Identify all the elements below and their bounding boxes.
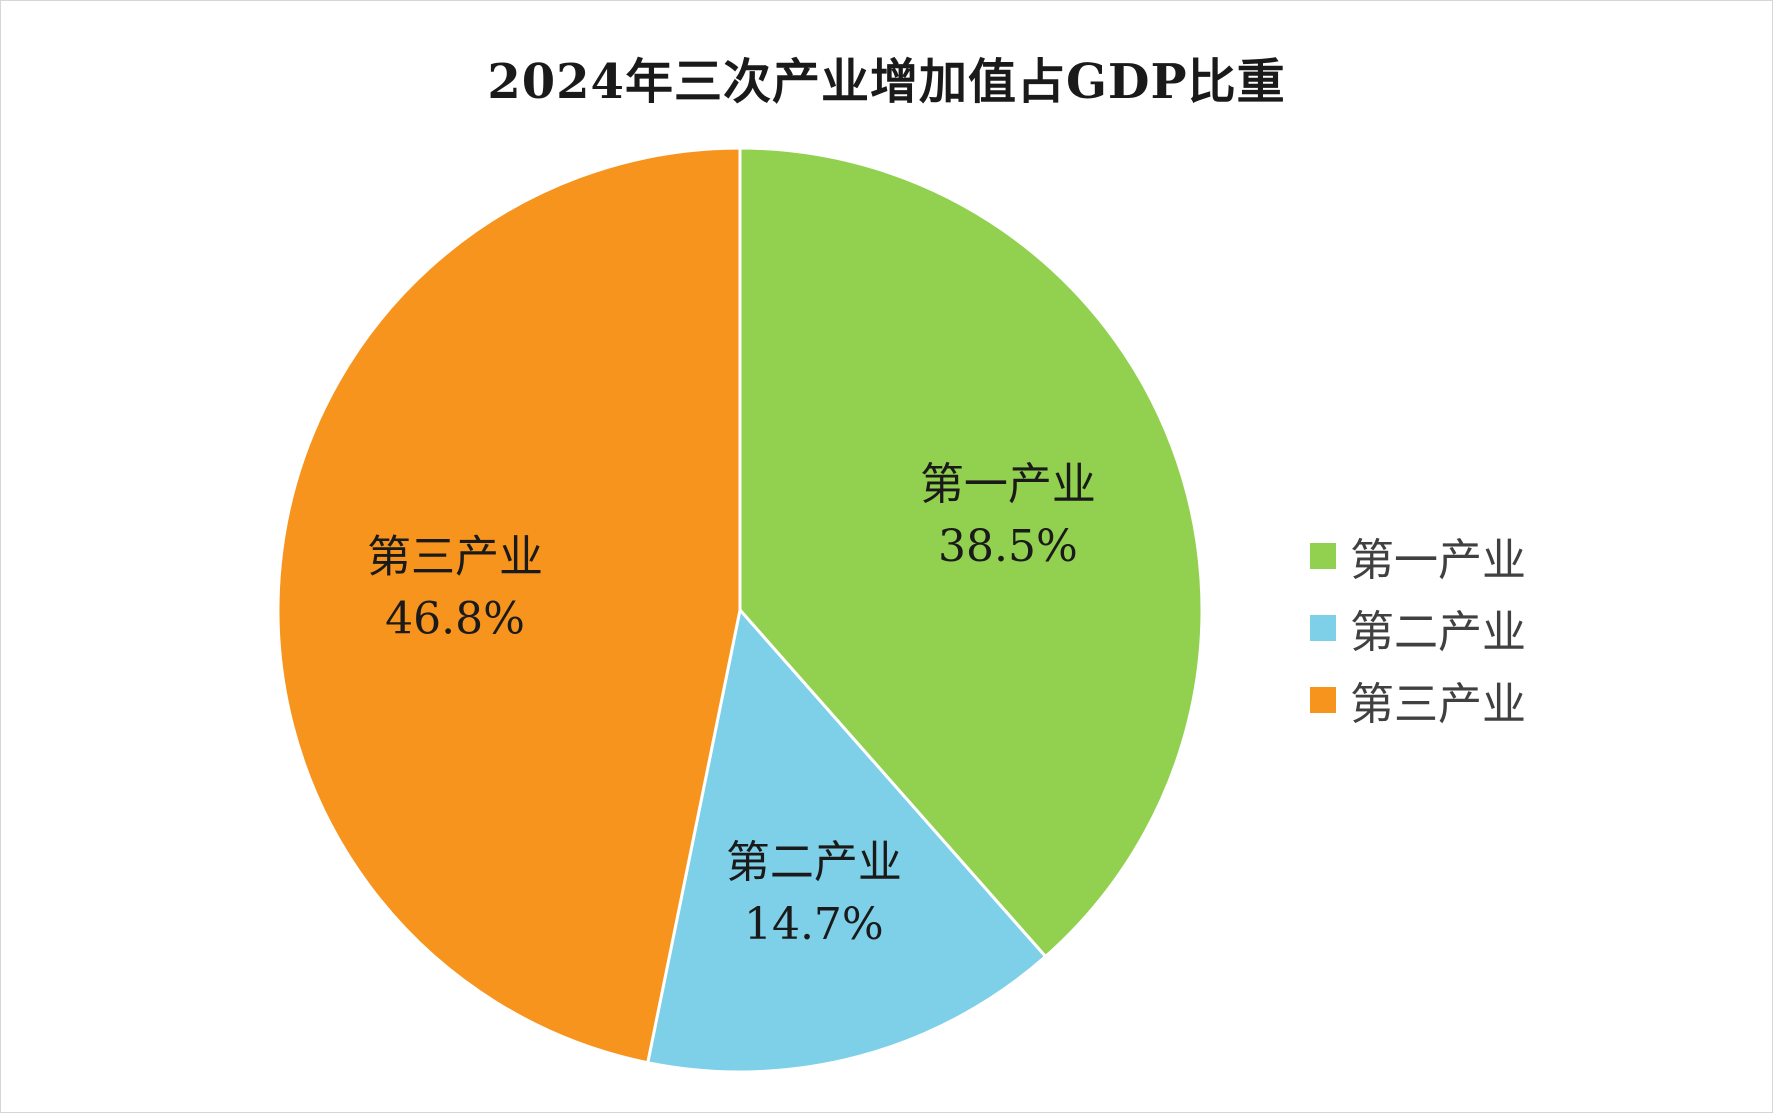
legend-item-secondary: 第二产业 [1310,592,1526,664]
slice-category-label-tertiary: 第三产业 [367,531,543,582]
pie-slice-tertiary [276,146,742,1065]
pie-slice-primary [738,146,1204,959]
slice-value-label-tertiary: 46.8% [385,593,525,644]
legend-swatch-secondary [1310,615,1336,641]
chart-title: 2024年三次产业增加值占GDP比重 [487,54,1286,110]
slice-value-label-secondary: 14.7% [744,899,884,950]
pie-slices [276,146,1204,1074]
legend-swatch-tertiary [1310,687,1336,713]
legend-label-primary: 第一产业 [1350,535,1526,586]
legend-item-primary: 第一产业 [1310,520,1526,592]
slice-category-label-secondary: 第二产业 [726,837,902,888]
legend-swatch-primary [1310,543,1336,569]
slice-value-label-primary: 38.5% [938,521,1078,572]
slice-category-label-primary: 第一产业 [920,459,1096,510]
pie-labels: 第一产业 38.5% 第二产业 14.7% 第三产业 46.8% [367,459,1096,950]
legend-item-tertiary: 第三产业 [1310,664,1526,736]
legend-label-tertiary: 第三产业 [1350,679,1526,730]
pie-slice-secondary [645,606,1048,1074]
chart-legend: 第一产业 第二产业 第三产业 [1310,520,1526,736]
legend-label-secondary: 第二产业 [1350,607,1526,658]
